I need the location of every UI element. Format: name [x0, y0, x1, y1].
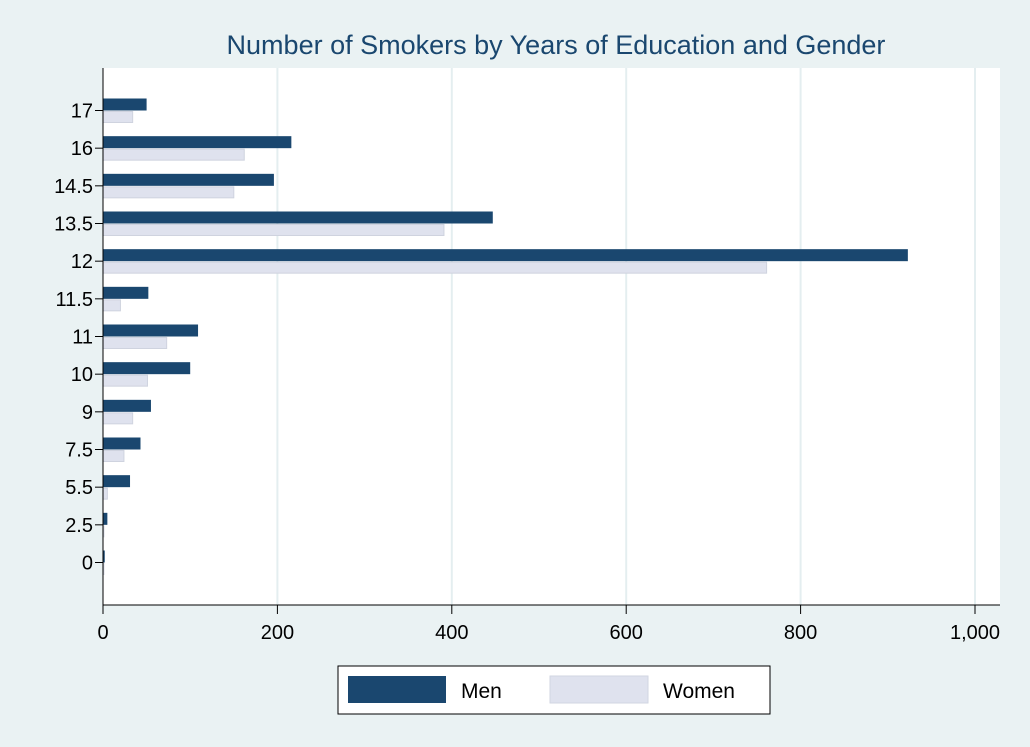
bar-men-11.5 — [103, 286, 149, 299]
y-tick-label: 12 — [71, 251, 93, 273]
bar-women-17 — [102, 111, 134, 123]
grid-lines — [276, 68, 976, 605]
y-tick-label: 13.5 — [54, 214, 93, 236]
y-tick-label: 9 — [82, 402, 93, 424]
legend-swatch-women — [549, 675, 649, 704]
x-tick-label: 200 — [261, 622, 294, 644]
bar-women-10 — [102, 374, 148, 387]
bar-women-5.5 — [102, 487, 108, 500]
legend-swatch-men — [348, 676, 446, 703]
x-tick-label: 0 — [97, 622, 108, 644]
bar-men-17 — [103, 98, 147, 111]
y-tick-label: 11 — [72, 327, 93, 349]
bar-men-0 — [103, 550, 105, 563]
legend: Men Women — [337, 665, 771, 715]
y-tick-label: 17 — [71, 101, 93, 123]
bars — [102, 98, 908, 575]
bar-women-12 — [102, 261, 768, 274]
bar-men-10 — [103, 362, 191, 375]
bar-men-14.5 — [103, 173, 274, 186]
bar-women-7.5 — [102, 450, 125, 462]
bar-women-16 — [102, 148, 245, 161]
bar-women-9 — [102, 412, 134, 425]
axes: 0 200 400 600 800 1,000 0 2.5 5.5 7.5 9 10 11 11.5 12 1… — [54, 68, 1000, 644]
bar-men-11 — [103, 324, 199, 337]
x-tick-label: 400 — [435, 622, 468, 644]
bar-men-16 — [103, 136, 292, 149]
y-tick-label: 10 — [71, 364, 93, 386]
y-tick-label: 5.5 — [65, 477, 93, 499]
bar-women-11.5 — [102, 299, 121, 312]
y-tick-label: 16 — [71, 138, 93, 160]
plot-area — [103, 68, 1000, 605]
x-tick-label: 600 — [610, 622, 643, 644]
legend-label-men: Men — [461, 680, 502, 703]
bar-men-5.5 — [103, 475, 131, 488]
chart-title: Number of Smokers by Years of Education … — [227, 30, 886, 60]
bar-women-11 — [102, 337, 168, 349]
y-tick-label: 2.5 — [65, 515, 93, 537]
bar-men-13.5 — [103, 211, 493, 224]
bar-women-14.5 — [102, 186, 235, 199]
bar-men-9 — [103, 399, 151, 412]
bar-men-2.5 — [103, 512, 108, 525]
x-tick-label: 800 — [784, 622, 817, 644]
bar-women-13.5 — [102, 224, 445, 236]
y-tick-label: 11.5 — [56, 289, 93, 311]
y-tick-label: 14.5 — [54, 176, 93, 198]
x-tick-label: 1,000 — [950, 622, 1000, 644]
bar-men-12 — [103, 249, 908, 262]
y-tick-label: 7.5 — [65, 440, 93, 462]
legend-label-women: Women — [663, 680, 735, 703]
bar-men-7.5 — [103, 437, 141, 450]
y-tick-label: 0 — [82, 553, 93, 575]
